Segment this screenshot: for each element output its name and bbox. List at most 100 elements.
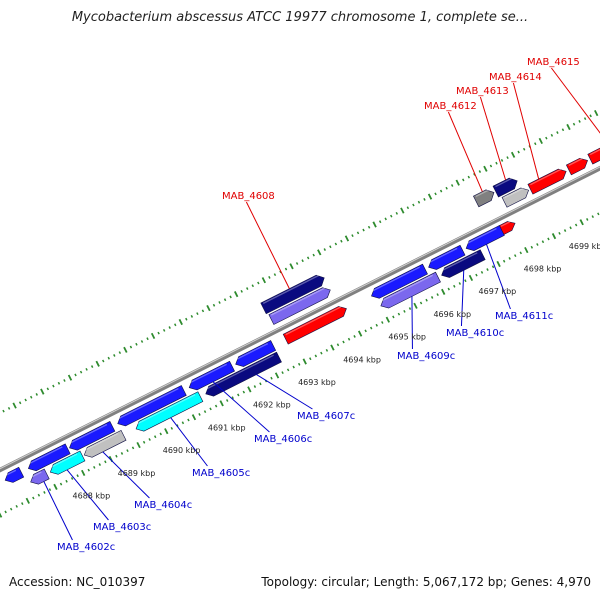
scale-tick: [325, 348, 329, 352]
gene-mab-4606c[interactable]: [187, 360, 235, 392]
leader-mab-4602c: [43, 481, 73, 541]
gene-mab-4605c-body[interactable]: [134, 391, 204, 434]
scale-tick: [268, 276, 271, 279]
gene-mab-4603c[interactable]: [67, 421, 116, 452]
scale-tick: [522, 147, 526, 151]
gene-mab-4614-body[interactable]: [527, 166, 569, 195]
gene-label-mab-4612[interactable]: MAB_4612: [424, 101, 477, 112]
gene-label-mab-4613[interactable]: MAB_4613: [456, 86, 509, 97]
scale-tick: [390, 214, 393, 218]
gene-mab-4610c-a-body[interactable]: [426, 244, 466, 272]
gene-mab-4615-body[interactable]: [587, 130, 600, 165]
scale-tick: [468, 274, 474, 282]
gene-mab-4613[interactable]: [492, 175, 520, 198]
gene-label-mab-4615[interactable]: MAB_4615: [527, 57, 580, 68]
gene-mab-4604c-body[interactable]: [115, 385, 187, 428]
gene-mab-4604c-b-body[interactable]: [82, 429, 127, 460]
gene-mab-4602c-body[interactable]: [26, 443, 71, 474]
gene-mab-4608-body[interactable]: [282, 304, 349, 345]
scale-tick: [417, 200, 421, 204]
gene-mab-4614[interactable]: [527, 166, 569, 195]
scale-tick: [397, 312, 401, 316]
gene-mab-4613-tail-body[interactable]: [501, 185, 531, 208]
leader-mab-4605c: [170, 417, 208, 467]
scale-tick: [79, 370, 83, 374]
gene-label-mab-4614[interactable]: MAB_4614: [489, 72, 542, 83]
scale-tick: [445, 186, 448, 190]
gene-mab-4614b-body[interactable]: [565, 156, 590, 176]
scale-tick: [556, 131, 559, 134]
gene-label-mab-4610c[interactable]: MAB_4610c: [446, 328, 504, 339]
gene-mab-4603c-b-shine: [49, 453, 78, 469]
gene-mab-4603c-body[interactable]: [67, 421, 116, 452]
gene-mab-4610c[interactable]: [439, 249, 486, 280]
scale-tick: [129, 345, 133, 349]
gene-mab-4615[interactable]: [587, 130, 600, 165]
gene-mab-4608-top[interactable]: [260, 272, 327, 315]
gene-mab-4611c[interactable]: [464, 225, 505, 254]
gene-mab-4609c-b[interactable]: [378, 271, 441, 311]
gene-mab-4608[interactable]: [282, 304, 349, 345]
gene-mab-4610c-a[interactable]: [426, 244, 466, 272]
gene-mab-4611c-body[interactable]: [464, 225, 505, 254]
gene-mab-4612-body[interactable]: [472, 187, 496, 208]
scale-tick: [240, 289, 243, 293]
gene-mab-4607c-body[interactable]: [203, 351, 282, 399]
scale-tick: [323, 248, 326, 251]
scale-tick: [284, 267, 288, 271]
scale-tick: [191, 414, 197, 421]
gene-mab-4609c[interactable]: [369, 263, 428, 301]
gene-mab-4612[interactable]: [472, 187, 496, 208]
leader-mab-4612: [447, 111, 483, 192]
gene-label-mab-4602c[interactable]: MAB_4602c: [57, 542, 115, 553]
gene-label-mab-4606c[interactable]: MAB_4606c: [254, 434, 312, 445]
scale-tick: [259, 382, 262, 386]
gene-mab-4607c[interactable]: [203, 351, 282, 399]
gene-mab-4608-mid[interactable]: [268, 285, 333, 325]
scale-tick: [37, 493, 41, 497]
scale-tick: [286, 368, 290, 372]
gene-label-mab-4609c[interactable]: MAB_4609c: [397, 351, 455, 362]
scale-tick: [43, 491, 46, 494]
gene-mab-4614b-shine: [568, 158, 583, 166]
gene-mab-4601c[interactable]: [3, 466, 25, 485]
scale-tick: [551, 233, 557, 240]
scale-tick: [93, 465, 96, 469]
gene-mab-4604c[interactable]: [115, 385, 187, 428]
scale-tick: [356, 231, 360, 235]
gene-mab-4605c[interactable]: [134, 391, 204, 434]
gene-mab-4611c-shine: [465, 228, 497, 245]
gene-mab-4603c-b-body[interactable]: [48, 450, 86, 477]
gene-mab-4608-top-body[interactable]: [260, 272, 327, 315]
leader-lines: [43, 67, 600, 541]
gene-mab-4610c-body[interactable]: [439, 249, 486, 280]
gene-mab-4602c-b-body[interactable]: [28, 468, 50, 487]
gene-label-mab-4605c[interactable]: MAB_4605c: [192, 468, 250, 479]
gene-mab-4607c-a-body[interactable]: [233, 340, 277, 370]
gene-mab-4607c-a[interactable]: [233, 340, 277, 370]
gene-mab-4614b[interactable]: [565, 156, 590, 176]
scale-tick: [441, 288, 446, 295]
gene-label-mab-4603c[interactable]: MAB_4603c: [93, 522, 151, 533]
gene-mab-4602c[interactable]: [26, 443, 71, 474]
scale-tick: [162, 328, 166, 332]
gene-label-mab-4608[interactable]: MAB_4608: [222, 191, 275, 202]
gene-mab-4608-mid-body[interactable]: [268, 285, 333, 325]
leader-mab-4604c: [102, 451, 150, 499]
gene-mab-4601c-body[interactable]: [3, 466, 25, 485]
gene-label-mab-4604c[interactable]: MAB_4604c: [134, 500, 192, 511]
gene-label-mab-4607c[interactable]: MAB_4607c: [297, 411, 355, 422]
scale-tick: [545, 136, 548, 140]
gene-mab-4602c-b[interactable]: [28, 468, 50, 487]
gene-mab-4609c-body[interactable]: [369, 263, 428, 301]
gene-mab-4604c-b[interactable]: [82, 429, 127, 460]
scale-tick: [357, 330, 363, 337]
gene-label-mab-4611c[interactable]: MAB_4611c: [495, 311, 553, 322]
gene-mab-4603c-b[interactable]: [48, 450, 86, 477]
scale-tick: [246, 287, 249, 290]
gene-mab-4613-body[interactable]: [492, 175, 520, 198]
gene-mab-4613-tail[interactable]: [501, 185, 531, 208]
gene-mab-4606c-body[interactable]: [187, 360, 235, 392]
gene-mab-4609c-b-body[interactable]: [378, 271, 441, 311]
